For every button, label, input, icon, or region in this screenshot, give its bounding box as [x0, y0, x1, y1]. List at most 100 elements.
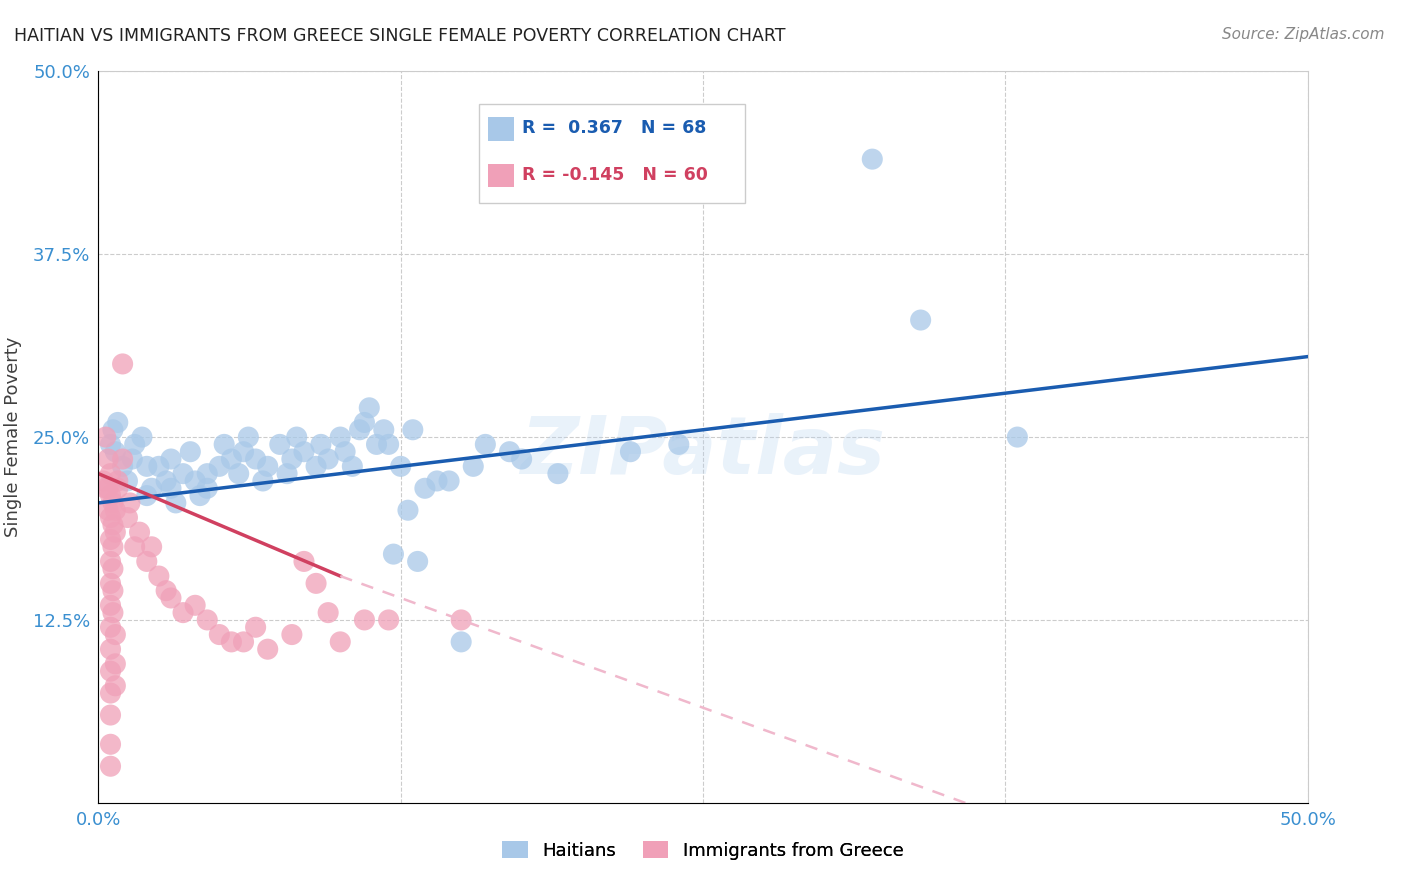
Point	[238, 430, 260, 444]
Point	[160, 591, 183, 605]
Point	[232, 635, 254, 649]
Point	[100, 642, 122, 657]
Point	[269, 437, 291, 451]
Point	[101, 423, 124, 437]
Point	[245, 620, 267, 634]
Point	[100, 708, 122, 723]
Point	[155, 583, 177, 598]
Point	[1007, 430, 1029, 444]
Point	[316, 452, 339, 467]
Point	[131, 430, 153, 444]
Point	[141, 481, 163, 495]
Text: HAITIAN VS IMMIGRANTS FROM GREECE SINGLE FEMALE POVERTY CORRELATION CHART: HAITIAN VS IMMIGRANTS FROM GREECE SINGLE…	[14, 27, 786, 45]
Point	[349, 423, 371, 437]
Point	[104, 679, 127, 693]
Point	[97, 481, 120, 495]
Point	[107, 416, 129, 430]
Point	[100, 576, 122, 591]
Point	[208, 459, 231, 474]
Point	[107, 474, 129, 488]
Point	[135, 554, 157, 568]
Point	[94, 481, 117, 495]
Point	[124, 540, 146, 554]
Point	[463, 459, 485, 474]
Point	[329, 635, 352, 649]
Point	[910, 313, 932, 327]
Point	[97, 503, 120, 517]
Point	[474, 437, 496, 451]
Point	[100, 489, 122, 503]
Point	[179, 444, 201, 458]
Point	[148, 569, 170, 583]
Point	[101, 583, 124, 598]
Point	[101, 562, 124, 576]
Point	[195, 481, 218, 495]
Point	[377, 613, 399, 627]
Point	[450, 635, 472, 649]
Point	[100, 759, 122, 773]
Point	[155, 474, 177, 488]
Point	[111, 459, 134, 474]
Point	[619, 444, 641, 458]
Point	[547, 467, 569, 481]
Point	[426, 474, 449, 488]
Point	[232, 444, 254, 458]
Point	[292, 444, 315, 458]
Point	[128, 525, 150, 540]
Point	[91, 474, 114, 488]
Point	[101, 540, 124, 554]
Point	[377, 437, 399, 451]
Point	[281, 452, 304, 467]
Point	[437, 474, 460, 488]
Point	[228, 467, 250, 481]
Point	[100, 737, 122, 751]
Point	[148, 459, 170, 474]
Point	[100, 686, 122, 700]
Point	[305, 576, 328, 591]
Point	[101, 606, 124, 620]
Point	[498, 444, 520, 458]
Point	[104, 444, 127, 458]
Point	[668, 437, 690, 451]
Point	[101, 517, 124, 532]
Point	[342, 459, 364, 474]
Point	[117, 510, 139, 524]
Point	[104, 627, 127, 641]
Point	[100, 664, 122, 678]
Point	[160, 481, 183, 495]
Point	[100, 554, 122, 568]
Point	[450, 613, 472, 627]
Point	[208, 627, 231, 641]
Point	[353, 416, 375, 430]
Point	[172, 606, 194, 620]
Point	[406, 554, 429, 568]
Point	[256, 459, 278, 474]
Point	[160, 452, 183, 467]
Point	[124, 437, 146, 451]
Point	[135, 459, 157, 474]
Legend: Haitians, Immigrants from Greece: Haitians, Immigrants from Greece	[495, 834, 911, 867]
Point	[285, 430, 308, 444]
Point	[860, 152, 883, 166]
Point	[172, 467, 194, 481]
Point	[353, 613, 375, 627]
Point	[195, 613, 218, 627]
Point	[221, 452, 243, 467]
Point	[252, 474, 274, 488]
Point	[510, 452, 533, 467]
Y-axis label: Single Female Poverty: Single Female Poverty	[4, 337, 21, 537]
Text: R = -0.145   N = 60: R = -0.145 N = 60	[522, 166, 707, 185]
Text: Source: ZipAtlas.com: Source: ZipAtlas.com	[1222, 27, 1385, 42]
Point	[389, 459, 412, 474]
Point	[104, 525, 127, 540]
Point	[104, 657, 127, 671]
Point	[97, 452, 120, 467]
Point	[292, 554, 315, 568]
Point	[316, 606, 339, 620]
FancyBboxPatch shape	[479, 104, 745, 203]
Text: ZIPatlas: ZIPatlas	[520, 413, 886, 491]
Point	[402, 423, 425, 437]
Point	[276, 467, 298, 481]
Point	[396, 503, 419, 517]
Point	[141, 540, 163, 554]
